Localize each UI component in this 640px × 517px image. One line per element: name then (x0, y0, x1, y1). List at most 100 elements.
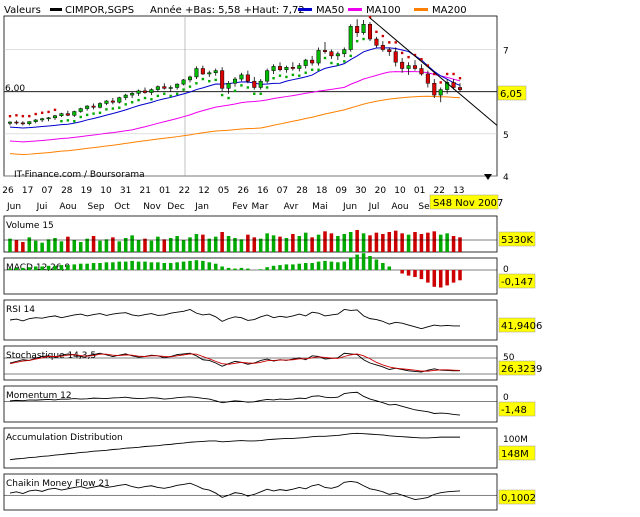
candle-down (387, 49, 392, 52)
macd-bar (136, 261, 141, 270)
candle-up (149, 89, 154, 93)
candle-up (406, 65, 411, 69)
volume-bar (310, 237, 314, 252)
candle-down (451, 82, 456, 88)
x-month-label: Jun (6, 202, 21, 212)
macd-bar (40, 266, 44, 270)
candle-down (322, 50, 328, 52)
macd-bar (451, 270, 456, 283)
indicator-value-badge: 41,9406 (501, 321, 542, 332)
volume-bar (233, 238, 237, 252)
macd-bar (149, 262, 154, 270)
volume-bar (136, 240, 141, 252)
macd-bar (336, 262, 340, 270)
volume-bar (413, 232, 417, 252)
psar-dot (452, 72, 455, 76)
macd-bar (85, 263, 89, 270)
macd-bar (181, 261, 186, 270)
psar-dot (169, 94, 172, 98)
macd-bar (162, 263, 167, 270)
candle-up (445, 82, 450, 90)
indicator-value-badge: -1,48 (501, 405, 527, 416)
macd-bar (303, 263, 308, 270)
volume-bar (98, 240, 102, 252)
volume-bar (355, 230, 359, 252)
rsi-line (9, 309, 461, 330)
indicator-frame (3, 385, 498, 423)
candle-down (142, 90, 148, 93)
macd-bar (111, 262, 115, 270)
volume-bar (207, 238, 212, 252)
x-day-label: 26 (237, 186, 249, 196)
macd-bar (130, 260, 134, 270)
macd-bar (445, 270, 449, 286)
psar-dot (362, 37, 365, 41)
x-day-label: 18 (316, 186, 328, 196)
candle-up (226, 83, 231, 89)
indicator-value-badge-bg (498, 273, 536, 289)
volume-bar (303, 232, 308, 252)
x-day-label: 07 (41, 186, 52, 196)
candle-down (400, 61, 405, 69)
macd-bar (226, 267, 231, 270)
macd-bar (387, 266, 392, 270)
psar-dot (220, 93, 224, 97)
candle-up (303, 59, 308, 66)
volume-bar (387, 232, 392, 252)
x-day-label: 20 (375, 186, 387, 196)
volume-bar (361, 233, 366, 252)
x-month-label: Sep (88, 202, 105, 212)
candle-up (271, 66, 276, 71)
x-month-label: Dec (167, 202, 184, 212)
candle-down (20, 122, 25, 125)
volume-bar (239, 239, 244, 252)
macd-bar (233, 268, 237, 270)
indicator-value-badge-bg (498, 489, 536, 505)
macd-bar (14, 267, 19, 270)
volume-bar (194, 234, 199, 252)
volume-bar (33, 240, 38, 252)
x-month-label: Oct (114, 202, 130, 212)
candle-down (393, 51, 398, 63)
macd-bar (72, 264, 77, 270)
macd-bar (168, 263, 173, 270)
x-day-label: 21 (139, 186, 150, 196)
symbol-label: CIMPOR,SGPS (65, 5, 134, 16)
macd-bar (355, 254, 359, 270)
psar-dot (85, 113, 89, 117)
cmf-line (9, 480, 461, 500)
macd-bar (246, 268, 250, 270)
psar-dot (330, 61, 333, 65)
candle-up (297, 65, 302, 69)
macd-bar (220, 266, 224, 270)
macd-bar (59, 265, 64, 270)
volume-bar (188, 237, 192, 252)
indicator-title: Accumulation Distribution (6, 433, 123, 443)
volume-bar (123, 238, 128, 252)
accdist-line (9, 432, 460, 461)
volume-bar (316, 234, 321, 252)
candle-up (117, 97, 122, 103)
x-day-label: 17 (22, 186, 33, 196)
psar-dot (15, 114, 18, 117)
macd-bar (374, 259, 379, 270)
psar-dot (21, 114, 25, 118)
x-day-label: 22 (433, 186, 444, 196)
x-day-label: 05 (218, 186, 229, 196)
psar-dot (310, 68, 314, 71)
candle-up (155, 86, 160, 90)
candle-down (425, 73, 430, 84)
x-day-label: 09 (335, 186, 347, 196)
candle-down (200, 68, 205, 75)
x-day-label: 01 (414, 186, 425, 196)
volume-bar (342, 234, 347, 252)
x-month-label: Fev (232, 202, 248, 212)
indicator-value-badge-bg (498, 360, 536, 376)
legend-swatch-ma200 (414, 8, 428, 11)
volume-bar (329, 233, 334, 252)
psar-dot (111, 107, 115, 110)
volume-bar (226, 236, 231, 252)
indicator-value-badge: 5330K (501, 235, 533, 246)
valeurs-label[interactable]: Valeurs (4, 5, 41, 16)
